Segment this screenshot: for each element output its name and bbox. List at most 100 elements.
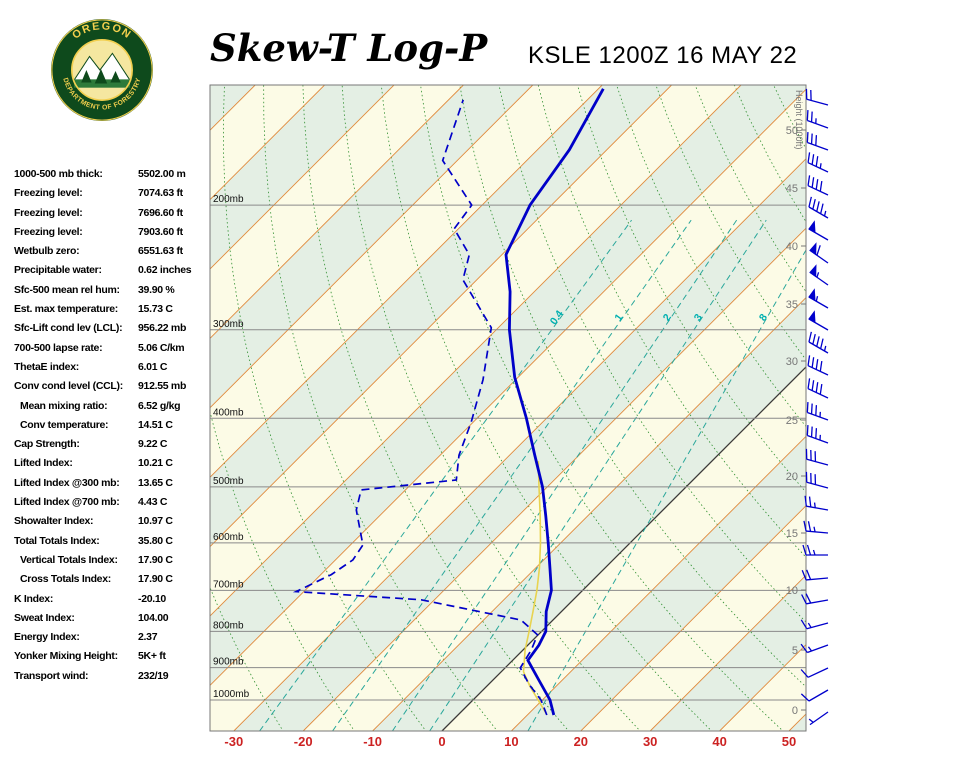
wind-barb-icon — [806, 132, 829, 151]
pressure-label: 900mb — [213, 657, 244, 668]
index-label: 700-500 lapse rate: — [14, 341, 103, 354]
wind-barb-icon — [802, 544, 828, 556]
index-label: Freezing level: — [14, 187, 83, 200]
wind-barb-icon — [805, 88, 829, 106]
svg-text:2: 2 — [661, 312, 674, 324]
index-label: Freezing level: — [14, 225, 83, 238]
index-label: ThetaE index: — [14, 360, 79, 373]
index-row: Precipitable water: 0.62 inches — [14, 264, 209, 283]
index-row: Lifted Index: 10.21 C — [14, 457, 209, 476]
height-tick-label: 10 — [786, 585, 798, 597]
height-tick-label: 0 — [792, 705, 798, 717]
index-label: 1000-500 mb thick: — [14, 168, 103, 180]
index-row: K Index: -20.10 — [14, 593, 209, 612]
index-value: 9.22 C — [138, 438, 168, 451]
height-tick-label: 15 — [786, 528, 798, 540]
station-datetime: KSLE 1200Z 16 MAY 22 — [528, 42, 798, 69]
wind-barb-icon — [806, 425, 829, 444]
height-tick-label: 35 — [786, 299, 798, 311]
index-row: Showalter Index: 10.97 C — [14, 515, 209, 534]
dewpoint-trace — [292, 99, 548, 716]
index-label: Conv temperature: — [20, 418, 109, 431]
temp-axis-label: -10 — [363, 734, 382, 749]
height-axis-title: Height (1000ft) — [794, 90, 804, 150]
index-value: 4.43 C — [138, 496, 168, 509]
index-row: ThetaE index: 6.01 C — [14, 361, 209, 380]
svg-text:1: 1 — [612, 312, 625, 324]
index-row: Vertical Totals Index: 17.90 C — [14, 554, 209, 573]
index-label: Sfc-500 mean rel hum: — [14, 283, 120, 296]
temp-axis-label: 10 — [504, 734, 518, 749]
temp-axis-label: -20 — [294, 734, 313, 749]
logo-gold-ring — [71, 39, 133, 101]
height-tick-label: 20 — [786, 471, 798, 483]
index-label: Est. max temperature: — [14, 303, 118, 316]
index-value: 7074.63 ft — [138, 187, 183, 200]
temp-axis-label: 20 — [574, 734, 588, 749]
index-row: Cap Strength: 9.22 C — [14, 438, 209, 457]
index-value: 104.00 — [138, 611, 169, 624]
wind-barb-icon — [806, 402, 829, 421]
pressure-label: 200mb — [213, 194, 244, 205]
odf-logo: OREGON DEPARTMENT OF FORESTRY — [51, 19, 153, 121]
wind-barb-icon — [808, 288, 829, 309]
wind-barb-icon — [808, 196, 829, 219]
wind-barb-icon — [800, 643, 829, 654]
pressure-label: 400mb — [213, 407, 244, 418]
logo-tree-icon — [110, 71, 121, 83]
logo-ground — [73, 79, 131, 88]
index-label: K Index: — [14, 592, 54, 605]
wind-barb-icon — [800, 667, 829, 678]
skewt-chart: 0.4 1 2 3 8200mb300mb400mb500mb600mb700mb800… — [209, 84, 829, 749]
pressure-label: 500mb — [213, 476, 244, 487]
index-value: 15.73 C — [138, 303, 173, 316]
index-label: Precipitable water: — [14, 264, 102, 277]
index-value: 39.90 % — [138, 283, 175, 296]
index-row: Mean mixing ratio: 6.52 g/kg — [14, 400, 209, 419]
index-value: 17.90 C — [138, 553, 173, 566]
index-value: 2.37 — [138, 631, 158, 644]
index-label: Lifted Index: — [14, 457, 73, 470]
wind-barb-icon — [803, 520, 829, 534]
height-tick-label: 40 — [786, 241, 798, 253]
index-value: 14.51 C — [138, 418, 173, 431]
pressure-label: 1000mb — [213, 689, 250, 700]
logo-tree-icon — [81, 70, 92, 83]
index-label: Conv cond level (CCL): — [14, 380, 123, 393]
pressure-label: 800mb — [213, 620, 244, 631]
index-row: Wetbulb zero: 6551.63 ft — [14, 245, 209, 264]
index-row: 1000-500 mb thick: 5502.00 m — [14, 168, 209, 187]
logo-tree-icon — [94, 68, 108, 84]
index-row: Est. max temperature: 15.73 C — [14, 303, 209, 322]
plot-area: 0.4 1 2 3 8 — [210, 85, 806, 731]
height-tick-label: 30 — [786, 356, 798, 368]
wind-barb-icon — [800, 689, 829, 702]
index-value: 13.65 C — [138, 476, 173, 489]
wind-barb-icon — [804, 495, 829, 511]
wind-barb-icon — [808, 331, 829, 354]
wind-barb-icon — [807, 175, 829, 196]
index-value: 5502.00 m — [138, 168, 186, 180]
temp-axis-label: 0 — [438, 734, 445, 749]
index-label: Vertical Totals Index: — [20, 553, 118, 566]
pressure-label: 700mb — [213, 579, 244, 590]
wind-barb-icon — [801, 569, 829, 581]
temp-axis-label: 40 — [712, 734, 726, 749]
index-label: Total Totals Index: — [14, 534, 100, 547]
wind-barb-icon — [807, 378, 829, 399]
index-value: 10.97 C — [138, 515, 173, 528]
index-value: 6.52 g/kg — [138, 399, 181, 412]
page-title: Skew-T Log-P — [210, 26, 488, 70]
index-label: Transport wind: — [14, 669, 89, 682]
index-label: Mean mixing ratio: — [20, 399, 108, 412]
index-label: Energy Index: — [14, 631, 80, 644]
temp-axis-label: -30 — [224, 734, 243, 749]
index-value: 17.90 C — [138, 573, 173, 586]
index-value: 6.01 C — [138, 360, 168, 373]
wind-barb-icon — [809, 242, 829, 264]
index-row: Transport wind: 232/19 — [14, 670, 209, 689]
temperature-trace — [504, 88, 605, 716]
index-row: Freezing level: 7696.60 ft — [14, 207, 209, 226]
index-row: Conv cond level (CCL): 912.55 mb — [14, 380, 209, 399]
height-tick-label: 50 — [786, 125, 798, 137]
